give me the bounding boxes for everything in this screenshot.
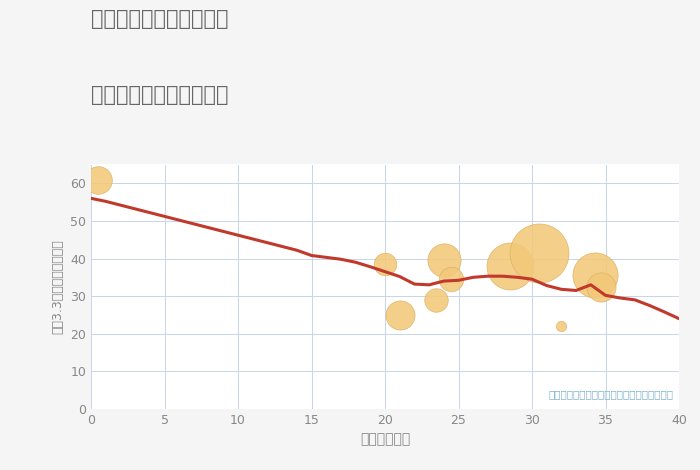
Y-axis label: 坪（3.3㎡）単価（万円）: 坪（3.3㎡）単価（万円） xyxy=(52,239,64,334)
Point xyxy=(92,176,104,183)
Text: 三重県桑名市西正和台の: 三重県桑名市西正和台の xyxy=(91,9,228,30)
Point xyxy=(431,296,442,304)
Point xyxy=(596,283,607,290)
Point xyxy=(379,260,391,268)
Point xyxy=(556,322,567,330)
Point xyxy=(394,311,405,319)
Point xyxy=(589,272,601,279)
Point xyxy=(534,249,545,257)
Point xyxy=(446,275,457,283)
Text: 築年数別中古戸建て価格: 築年数別中古戸建て価格 xyxy=(91,85,228,105)
Point xyxy=(438,257,449,264)
Text: 円の大きさは、取引のあった物件面積を示す: 円の大きさは、取引のあった物件面積を示す xyxy=(548,389,673,399)
Point xyxy=(504,262,515,270)
X-axis label: 築年数（年）: 築年数（年） xyxy=(360,432,410,446)
